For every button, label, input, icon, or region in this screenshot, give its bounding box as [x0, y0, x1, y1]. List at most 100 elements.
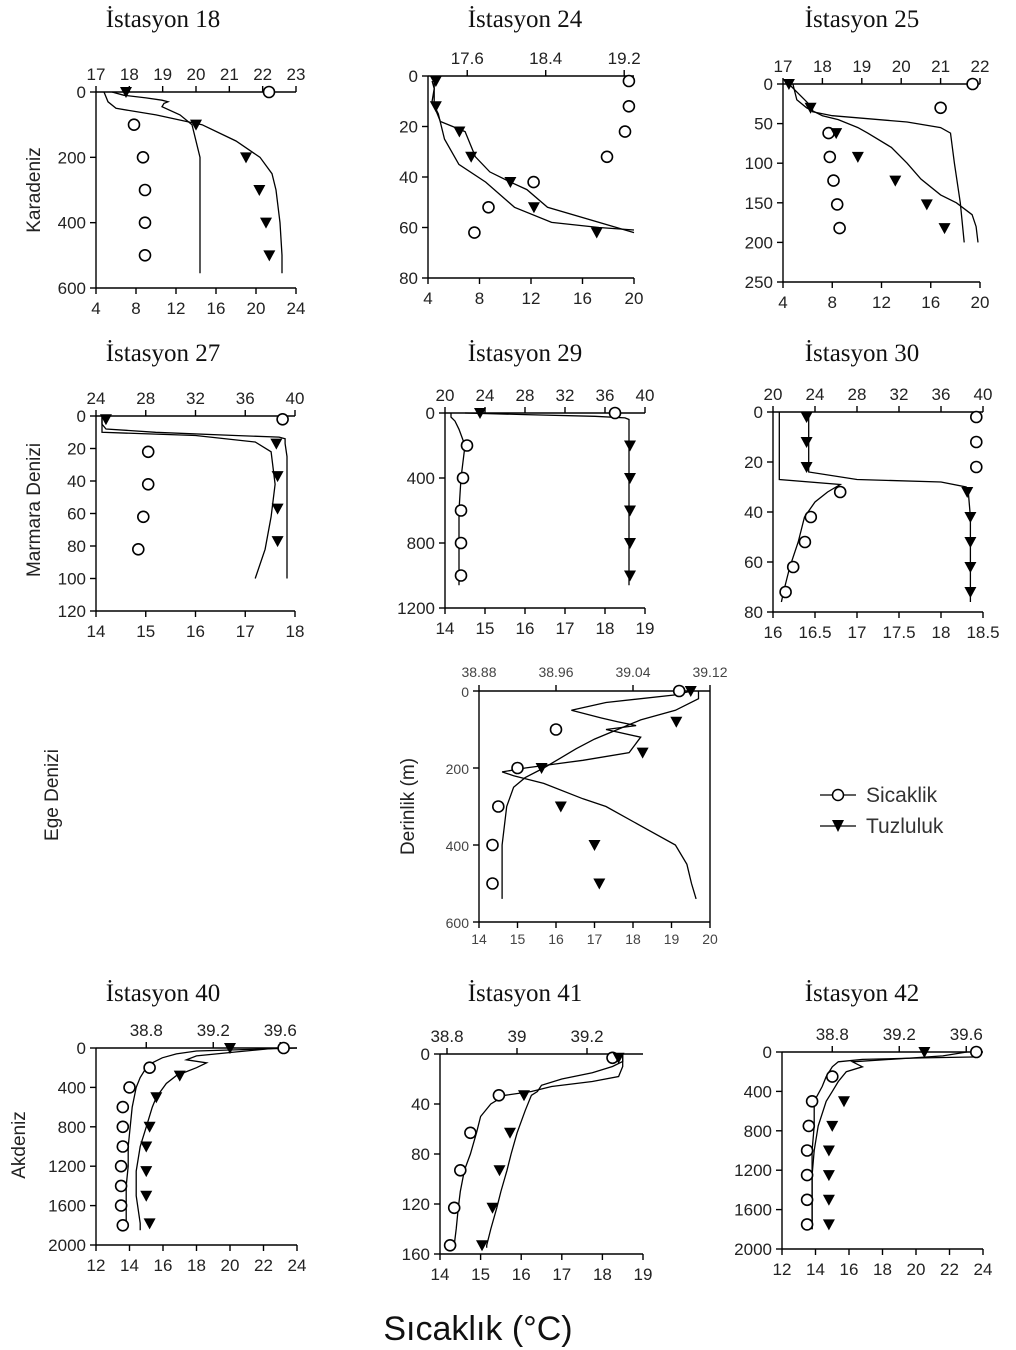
x-bottom-tick-label: 24 — [974, 1260, 993, 1279]
salinity-point — [143, 1121, 156, 1133]
salinity-point — [964, 587, 977, 598]
temperature-point — [116, 1140, 130, 1153]
temperature-point — [798, 535, 812, 549]
salinity-point — [173, 1070, 186, 1082]
temperature-curve — [111, 91, 201, 274]
x-bottom-tick-label: 16 — [840, 1260, 859, 1279]
y-tick-label: 80 — [399, 269, 418, 288]
y-tick-label: 2000 — [734, 1240, 772, 1259]
y-tick-label: 1200 — [397, 599, 435, 618]
x-bottom-tick-label: 20 — [702, 931, 718, 947]
x-top-tick-label: 28 — [516, 386, 535, 405]
y-tick-label: 200 — [58, 148, 86, 167]
x-top-tick-label: 38.8 — [130, 1021, 163, 1040]
x-top-tick-label: 20 — [892, 57, 911, 76]
x-top-tick-label: 39 — [508, 1027, 527, 1046]
x-bottom-tick-label: 12 — [773, 1260, 792, 1279]
y-tick-label: 40 — [67, 472, 86, 491]
temperature-point — [830, 198, 844, 211]
y-tick-label: 600 — [446, 915, 470, 931]
x-top-tick-label: 24 — [806, 385, 825, 404]
y-tick-label: 0 — [764, 75, 773, 94]
y-tick-label: 40 — [411, 1095, 430, 1114]
row-label-ege: Ege Denizi — [42, 749, 63, 841]
y-tick-label: 600 — [58, 279, 86, 298]
salinity-point — [822, 1170, 835, 1182]
temperature-point — [116, 1219, 130, 1232]
y-tick-label: 400 — [744, 1082, 772, 1101]
temperature-point — [262, 85, 276, 99]
salinity-point — [938, 223, 951, 235]
x-bottom-tick-label: 8 — [131, 299, 140, 318]
x-bottom-tick-label: 18 — [932, 623, 951, 642]
x-bottom-tick-label: 22 — [254, 1256, 273, 1275]
panel-title: İstasyon 18 — [106, 6, 221, 33]
y-tick-label: 100 — [745, 154, 773, 173]
temperature-point — [800, 1144, 814, 1157]
x-top-tick-label: 18 — [120, 65, 139, 84]
x-bottom-tick-label: 16 — [512, 1265, 531, 1284]
legend: Sicaklik Tuzluluk — [820, 784, 944, 838]
temperature-point — [800, 1218, 814, 1231]
x-top-tick-label: 17.6 — [451, 49, 484, 68]
x-bottom-tick-label: 18 — [187, 1256, 206, 1275]
x-top-tick-label: 18.4 — [529, 49, 562, 68]
y-tick-label: 800 — [744, 1122, 772, 1141]
x-bottom-tick-label: 16.5 — [798, 623, 831, 642]
salinity-point — [263, 250, 276, 262]
salinity-point — [624, 440, 636, 452]
x-bottom-tick-label: 19 — [664, 931, 680, 947]
salinity-point — [624, 473, 636, 484]
y-tick-label: 0 — [77, 407, 86, 426]
temperature-point — [486, 838, 499, 852]
temperature-curve — [125, 1047, 298, 1231]
x-top-tick-label: 38.8 — [430, 1027, 463, 1046]
salinity-point — [504, 1127, 516, 1139]
salinity-point — [964, 537, 977, 548]
x-bottom-tick-label: 14 — [120, 1256, 139, 1275]
row-label-akdeniz: Akdeniz — [9, 1111, 30, 1179]
x-bottom-tick-label: 20 — [971, 293, 990, 312]
y-tick-label: 160 — [402, 1245, 430, 1264]
salinity-curve — [103, 91, 283, 274]
salinity-curve — [501, 690, 697, 900]
temperature-point — [672, 684, 686, 698]
salinity-point — [636, 747, 649, 759]
y-tick-label: 50 — [754, 115, 773, 134]
salinity-point — [429, 76, 442, 88]
x-bottom-tick-label: 16 — [207, 299, 226, 318]
temperature-curve — [450, 413, 466, 586]
y-tick-label: 0 — [77, 83, 86, 102]
y-tick-label: 1600 — [734, 1201, 772, 1220]
temperature-point — [833, 485, 847, 499]
salinity-point — [474, 408, 486, 419]
salinity-point — [684, 686, 697, 697]
salinity-point — [190, 119, 202, 131]
x-bottom-tick-label: 15 — [471, 1265, 490, 1284]
salinity-point — [590, 227, 603, 239]
temperature-point — [143, 1061, 156, 1074]
y-tick-label: 20 — [67, 440, 86, 459]
salinity-point — [120, 87, 132, 98]
temperature-point — [114, 1159, 128, 1173]
salinity-curve — [792, 83, 979, 243]
legend-temperature-label: Sicaklik — [866, 784, 938, 807]
y-tick-label: 200 — [446, 761, 470, 777]
temperature-point — [549, 723, 563, 736]
temperature-point — [454, 536, 468, 550]
temperature-point — [779, 585, 792, 599]
temperature-point — [447, 1201, 461, 1215]
y-tick-label: 20 — [744, 453, 763, 472]
x-bottom-tick-label: 19 — [634, 1265, 653, 1284]
salinity-point — [593, 878, 606, 890]
temperature-point — [966, 77, 979, 91]
temperature-point — [527, 175, 540, 189]
y-tick-label: 1600 — [48, 1197, 86, 1216]
x-bottom-tick-label: 18 — [596, 619, 615, 638]
x-bottom-tick-label: 16 — [548, 931, 564, 947]
salinity-point — [554, 801, 567, 813]
x-top-tick-label: 39.2 — [197, 1021, 230, 1040]
x-bottom-tick-label: 15 — [136, 622, 155, 641]
